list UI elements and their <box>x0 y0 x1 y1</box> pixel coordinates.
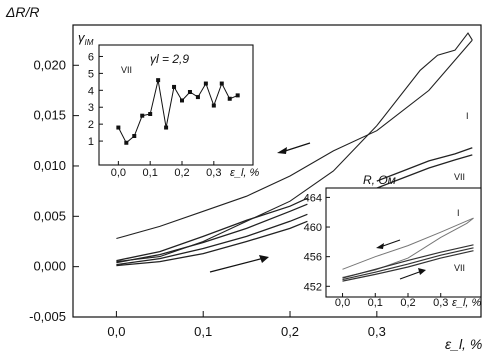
gamma-y-tick-label: 3 <box>88 102 94 114</box>
main-annotation-I: I <box>466 111 469 121</box>
resistance-y-tick-label: 456 <box>304 252 322 264</box>
gamma-x-tick-label: 0,0 <box>111 167 126 179</box>
gamma-corner-label: VII <box>121 65 132 75</box>
gamma-point <box>211 103 216 108</box>
resistance-series-line <box>342 217 474 270</box>
main-y-ticks: -0,005 0,000 0,005 0,010 0,015 0,020 <box>29 57 79 324</box>
gamma-point <box>227 96 232 101</box>
main-series-line <box>376 147 473 182</box>
resistance-series-line <box>342 244 474 279</box>
main-series-line <box>376 154 473 189</box>
main-xlabel: ε_l, % <box>445 336 482 352</box>
main-x-tick-label: 0,1 <box>194 324 212 339</box>
gamma-point <box>235 93 240 98</box>
gamma-point <box>116 125 121 130</box>
resistance-x-tick-label: 0,1 <box>368 297 383 309</box>
main-series-line <box>116 39 473 240</box>
resistance-y-tick-label: 452 <box>304 281 322 293</box>
main-x-tick-label: 0,3 <box>368 324 386 339</box>
unload-arrow <box>277 142 311 154</box>
main-y-tick-label: 0,000 <box>33 259 66 274</box>
gamma-point <box>172 84 177 89</box>
resistance-y-tick-label: 460 <box>304 222 322 234</box>
gamma-ylabel: γIM <box>78 30 94 47</box>
gamma-x-tick-label: 0,2 <box>174 167 189 179</box>
main-series-line <box>116 203 308 264</box>
main-y-tick-label: 0,015 <box>33 108 66 123</box>
resistance-series-line <box>342 250 474 282</box>
load-arrow <box>209 255 269 273</box>
main-y-tick-label: 0,010 <box>33 158 66 173</box>
main-y-tick-label: -0,005 <box>29 309 66 324</box>
main-y-tick-label: 0,020 <box>33 57 66 72</box>
main-annotation-VII: VII <box>454 172 465 182</box>
gamma-x-tick-label: 0,3 <box>206 167 221 179</box>
gamma-point <box>140 113 145 118</box>
gamma-y-tick-label: 5 <box>88 68 94 80</box>
resistance-annotation-VII: VII <box>454 263 465 273</box>
gamma-y-tick-label: 6 <box>88 51 94 63</box>
resistance-unload-arrow <box>376 239 401 249</box>
gamma-series-line <box>117 80 238 144</box>
resistance-load-arrow <box>399 268 426 280</box>
resistance-annotation-I: I <box>457 208 460 218</box>
gamma-xlabel: ε_l, % <box>230 167 260 179</box>
gamma-y-tick-label: 1 <box>88 136 94 148</box>
main-series-line <box>116 220 308 267</box>
gamma-ticks: 0,0 0,1 0,2 0,3 1 2 3 4 5 6 <box>88 51 222 179</box>
gamma-point <box>195 95 200 100</box>
main-series-line <box>116 213 308 266</box>
resistance-x-tick-label: 0,3 <box>433 297 448 309</box>
main-y-tick-label: 0,005 <box>33 208 66 223</box>
resistance-ylabel: R, Ом <box>363 173 396 187</box>
gamma-point <box>124 140 129 145</box>
resistance-series-group <box>342 217 474 282</box>
main-series-line <box>116 197 308 262</box>
gamma-y-tick-label: 4 <box>88 85 94 97</box>
main-series-group <box>116 32 473 267</box>
gamma-point <box>180 98 184 103</box>
gamma-point <box>156 78 161 83</box>
main-ylabel: ΔR/R <box>5 4 40 20</box>
resistance-xlabel: ε_l, % <box>452 297 482 309</box>
resistance-x-tick-label: 0,2 <box>400 297 415 309</box>
gamma-point <box>164 125 169 130</box>
main-x-tick-label: 0,0 <box>107 324 125 339</box>
resistance-x-tick-label: 0,0 <box>335 297 350 309</box>
resistance-series-line <box>342 247 474 281</box>
gamma-series-group <box>116 78 240 145</box>
gamma-y-tick-label: 2 <box>88 119 94 131</box>
gamma-point <box>219 81 224 86</box>
resistance-ticks: 0,0 0,1 0,2 0,3 452 456 460 464 <box>304 192 449 309</box>
main-plot-frame <box>72 24 482 318</box>
gamma-point <box>203 81 208 86</box>
gamma-point <box>132 134 137 138</box>
gamma-inset-frame <box>98 44 254 166</box>
gamma-annotation: γl = 2,9 <box>150 52 189 66</box>
gamma-x-tick-label: 0,1 <box>143 167 158 179</box>
gamma-point <box>148 112 153 116</box>
gamma-point <box>187 90 192 94</box>
main-x-ticks: 0,0 0,1 0,2 0,3 <box>107 311 386 339</box>
resistance-inset-frame <box>325 187 482 298</box>
main-x-tick-label: 0,2 <box>281 324 299 339</box>
resistance-y-tick-label: 464 <box>304 192 322 204</box>
